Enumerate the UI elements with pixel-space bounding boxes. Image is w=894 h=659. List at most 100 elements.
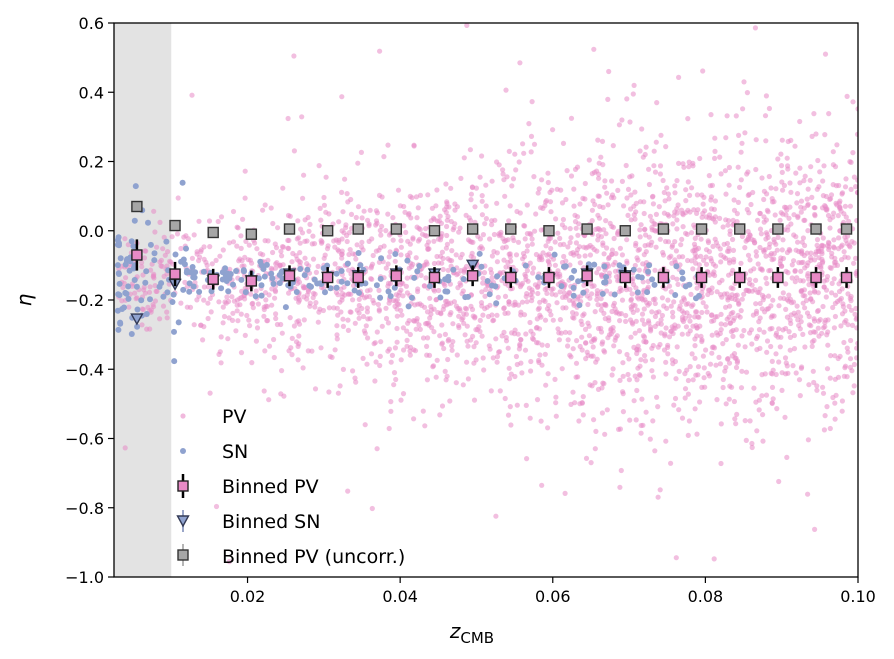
pv-point bbox=[377, 362, 383, 369]
pv-point bbox=[797, 180, 803, 186]
pv-point bbox=[434, 187, 440, 193]
pv-point bbox=[674, 344, 680, 350]
pv-point bbox=[754, 347, 760, 353]
pv-point bbox=[153, 288, 159, 294]
pv-point bbox=[787, 296, 794, 302]
binned-pv-uncorr-marker bbox=[207, 226, 219, 239]
pv-point bbox=[226, 240, 232, 246]
pv-point bbox=[595, 237, 601, 243]
binned-pv-marker bbox=[840, 271, 853, 284]
pv-point bbox=[820, 258, 826, 265]
pv-point bbox=[811, 318, 818, 324]
pv-point bbox=[372, 340, 378, 346]
pv-point bbox=[653, 211, 660, 217]
pv-point bbox=[517, 60, 523, 66]
pv-point bbox=[307, 221, 313, 227]
pv-point bbox=[761, 294, 767, 300]
pv-point bbox=[663, 238, 669, 245]
pv-point bbox=[714, 397, 720, 403]
pv-point bbox=[637, 227, 643, 233]
pv-point bbox=[317, 205, 323, 211]
pv-point bbox=[620, 409, 627, 415]
pv-point bbox=[420, 408, 426, 414]
pv-point bbox=[815, 325, 821, 331]
sn-point bbox=[356, 289, 362, 296]
pv-point bbox=[489, 178, 495, 184]
pv-point bbox=[518, 336, 524, 343]
sn-point bbox=[163, 238, 170, 245]
pv-point bbox=[630, 282, 637, 288]
pv-point bbox=[854, 218, 858, 224]
pv-point bbox=[602, 349, 608, 355]
pv-point bbox=[437, 237, 444, 243]
pv-point bbox=[783, 212, 789, 218]
pv-point bbox=[556, 337, 563, 343]
pv-point bbox=[709, 350, 715, 356]
pv-point bbox=[433, 297, 439, 303]
pv-point bbox=[429, 205, 435, 211]
pv-point bbox=[289, 352, 295, 358]
pv-point bbox=[725, 222, 731, 228]
pv-point bbox=[631, 212, 637, 218]
pv-point bbox=[589, 171, 595, 177]
pv-point bbox=[152, 298, 158, 304]
sn-point bbox=[320, 265, 327, 272]
pv-point bbox=[639, 317, 646, 323]
pv-point bbox=[800, 331, 806, 337]
pv-point bbox=[342, 176, 348, 182]
pv-point bbox=[598, 307, 604, 313]
pv-point bbox=[162, 252, 168, 258]
sn-point bbox=[115, 270, 122, 277]
pv-point bbox=[739, 296, 745, 302]
pv-point bbox=[651, 220, 657, 227]
pv-point bbox=[676, 407, 682, 413]
pv-point bbox=[796, 248, 802, 255]
binned-pv-marker bbox=[321, 271, 334, 284]
pv-point bbox=[726, 182, 732, 188]
pv-point bbox=[847, 364, 854, 370]
pv-point bbox=[753, 166, 759, 173]
pv-point bbox=[724, 240, 731, 247]
pv-point bbox=[425, 335, 431, 341]
pv-point bbox=[773, 371, 779, 378]
pv-point bbox=[845, 349, 851, 355]
pv-point bbox=[187, 304, 194, 310]
pv-point bbox=[800, 300, 806, 306]
pv-point bbox=[641, 306, 647, 312]
sn-point bbox=[535, 274, 542, 281]
pv-point bbox=[614, 333, 620, 339]
pv-point bbox=[340, 323, 346, 329]
pv-point bbox=[419, 231, 426, 237]
pv-point bbox=[446, 204, 452, 210]
pv-point bbox=[417, 326, 423, 332]
pv-point bbox=[681, 164, 687, 170]
pv-point bbox=[672, 190, 678, 196]
pv-point bbox=[593, 359, 599, 365]
pv-point bbox=[388, 359, 394, 365]
pv-point bbox=[261, 388, 267, 394]
pv-point bbox=[500, 269, 507, 275]
pv-point bbox=[469, 250, 475, 256]
pv-point bbox=[400, 281, 406, 287]
pv-point bbox=[834, 142, 840, 148]
pv-point bbox=[691, 207, 697, 213]
pv-point bbox=[718, 311, 724, 317]
pv-point bbox=[768, 185, 774, 191]
pv-point bbox=[151, 208, 157, 214]
pv-point bbox=[631, 398, 637, 404]
pv-point bbox=[123, 275, 129, 281]
pv-point bbox=[776, 303, 782, 309]
pv-point bbox=[742, 245, 748, 251]
pv-point bbox=[761, 329, 767, 335]
pv-point bbox=[649, 345, 655, 351]
binned-pv-uncorr-marker bbox=[321, 225, 334, 237]
pv-point bbox=[374, 446, 380, 452]
pv-point bbox=[730, 236, 736, 243]
pv-point bbox=[242, 254, 248, 260]
pv-point bbox=[213, 503, 220, 510]
sn-point bbox=[208, 288, 215, 295]
pv-point bbox=[442, 331, 448, 337]
pv-point bbox=[738, 308, 744, 314]
pv-point bbox=[555, 230, 561, 236]
pv-point bbox=[637, 148, 643, 154]
